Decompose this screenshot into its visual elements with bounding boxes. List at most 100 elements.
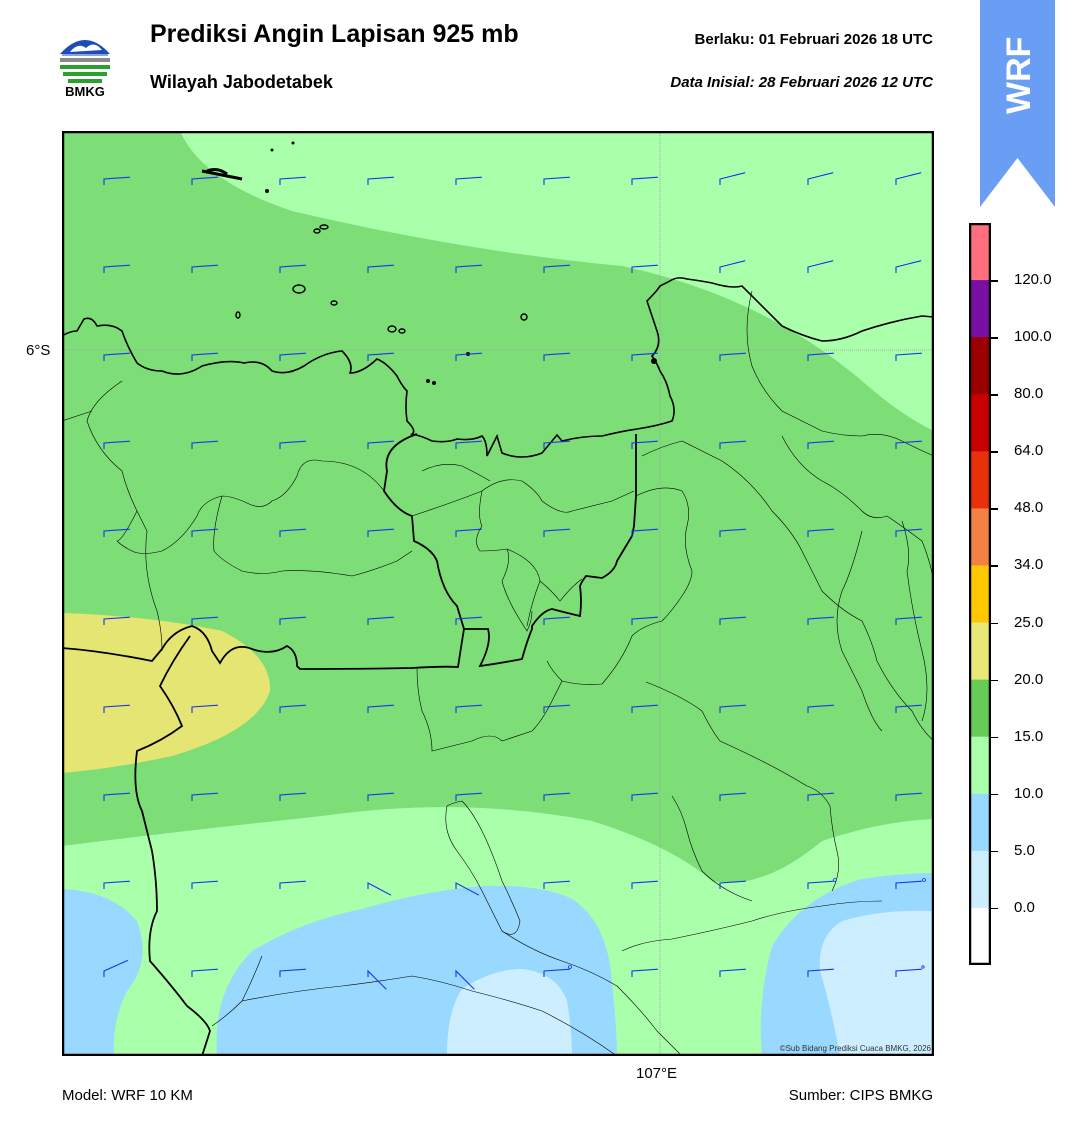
wind-barb (807, 704, 834, 713)
model-label: Model: WRF 10 KM (62, 1087, 193, 1104)
map-title: Prediksi Angin Lapisan 925 mb (150, 20, 519, 48)
wind-barb (279, 616, 306, 625)
wind-barb (279, 968, 306, 977)
wind-barb (543, 264, 570, 273)
map-copyright: ©Sub Bidang Prediksi Cuaca BMKG, 2026 (779, 1044, 931, 1053)
wind-zone-0-5-center (447, 969, 572, 1056)
wind-barb (103, 440, 130, 449)
wind-barb (719, 968, 746, 977)
wind-barb (807, 968, 834, 977)
wind-barb (103, 352, 130, 361)
wind-barb (191, 704, 218, 713)
init-time: Data Inisial: 28 Februari 2026 12 UTC (670, 74, 933, 91)
colorbar-label: 100.0 (1014, 328, 1052, 346)
colorbar-label: 34.0 (1014, 556, 1044, 574)
wind-barb (719, 792, 746, 801)
colorbar-tick (991, 622, 998, 625)
wind-barb (543, 176, 570, 185)
wind-barb (367, 264, 394, 273)
wind-barb (719, 704, 746, 713)
wind-barb (279, 792, 306, 801)
wind-barb (807, 616, 834, 625)
colorbar-block (969, 508, 991, 566)
wind-barb (543, 880, 570, 889)
wind-barb (367, 352, 394, 361)
wind-barb (191, 176, 218, 185)
wind-barb (103, 959, 129, 977)
wind-barb (807, 792, 834, 801)
wind-barb-layer (103, 172, 922, 990)
colorbar-tick (991, 280, 998, 282)
wind-barb (367, 792, 394, 801)
wind-barb (279, 528, 306, 537)
wind-barb (191, 616, 218, 625)
wind-barb (631, 264, 658, 273)
wind-barb (631, 440, 658, 449)
wind-barb (367, 528, 394, 537)
colorbar-block (969, 394, 991, 452)
wrf-badge-text: WRF (1000, 37, 1038, 114)
logo-text: BMKG (65, 84, 105, 99)
wind-barb (631, 968, 658, 977)
colorbar-block (969, 280, 991, 338)
bmkg-logo-icon (54, 30, 116, 92)
wind-barb (895, 616, 922, 625)
wind-barb (455, 969, 475, 990)
wind-barb (895, 352, 922, 361)
wind-barb (631, 352, 658, 361)
wind-barb (279, 440, 306, 449)
wind-barb (367, 969, 387, 990)
latitude-label: 6°S (26, 342, 51, 359)
wind-barb (367, 440, 394, 449)
wind-barb (807, 260, 834, 273)
colorbar-label: 0.0 (1014, 898, 1035, 916)
wind-barb (367, 176, 394, 185)
wind-zone-20-25 (62, 613, 271, 773)
valid-time: Berlaku: 01 Februari 2026 18 UTC (694, 31, 933, 48)
colorbar-label: 48.0 (1014, 499, 1044, 517)
wind-barb (543, 968, 570, 977)
wind-barb (455, 792, 482, 801)
wind-barb (103, 264, 130, 273)
wind-barb (719, 352, 746, 361)
colorbar-tick (991, 793, 998, 796)
colorbar-tick (991, 451, 998, 453)
colorbar-block (969, 337, 991, 395)
wind-zone-0-5-east (819, 910, 934, 1056)
wind-barb (279, 176, 306, 185)
wind-barb (103, 528, 130, 537)
wind-barb (719, 440, 746, 449)
wind-barb (631, 880, 658, 889)
wind-barb (807, 172, 834, 185)
colorbar-label: 5.0 (1014, 841, 1035, 859)
colorbar-block (969, 451, 991, 509)
wind-barb (279, 880, 306, 889)
wind-barb (191, 352, 218, 361)
colorbar-block (969, 850, 991, 909)
wind-barb (279, 352, 306, 361)
wind-barb (895, 880, 922, 889)
wind-barb (103, 176, 130, 185)
wind-barb (279, 264, 306, 273)
wind-barb (895, 260, 922, 273)
wind-barb (191, 440, 218, 449)
wind-barb (455, 528, 482, 537)
wind-barb (367, 704, 394, 713)
colorbar-block (969, 223, 991, 281)
colorbar-label: 10.0 (1014, 784, 1044, 802)
wind-barb (103, 792, 130, 801)
colorbar-block (969, 679, 991, 738)
wind-barb (191, 528, 218, 537)
wind-barb (103, 616, 130, 625)
colorbar-block (969, 622, 991, 681)
wind-barb (895, 704, 922, 713)
wind-barb (191, 968, 218, 977)
wind-barb (719, 172, 746, 185)
wind-barb (367, 882, 392, 896)
wind-barb (895, 968, 922, 977)
wind-barb (807, 528, 834, 537)
wind-map (62, 131, 934, 1056)
wind-zone-10-15-north (180, 131, 934, 431)
wind-barb (895, 792, 922, 801)
wind-barb (895, 440, 922, 449)
